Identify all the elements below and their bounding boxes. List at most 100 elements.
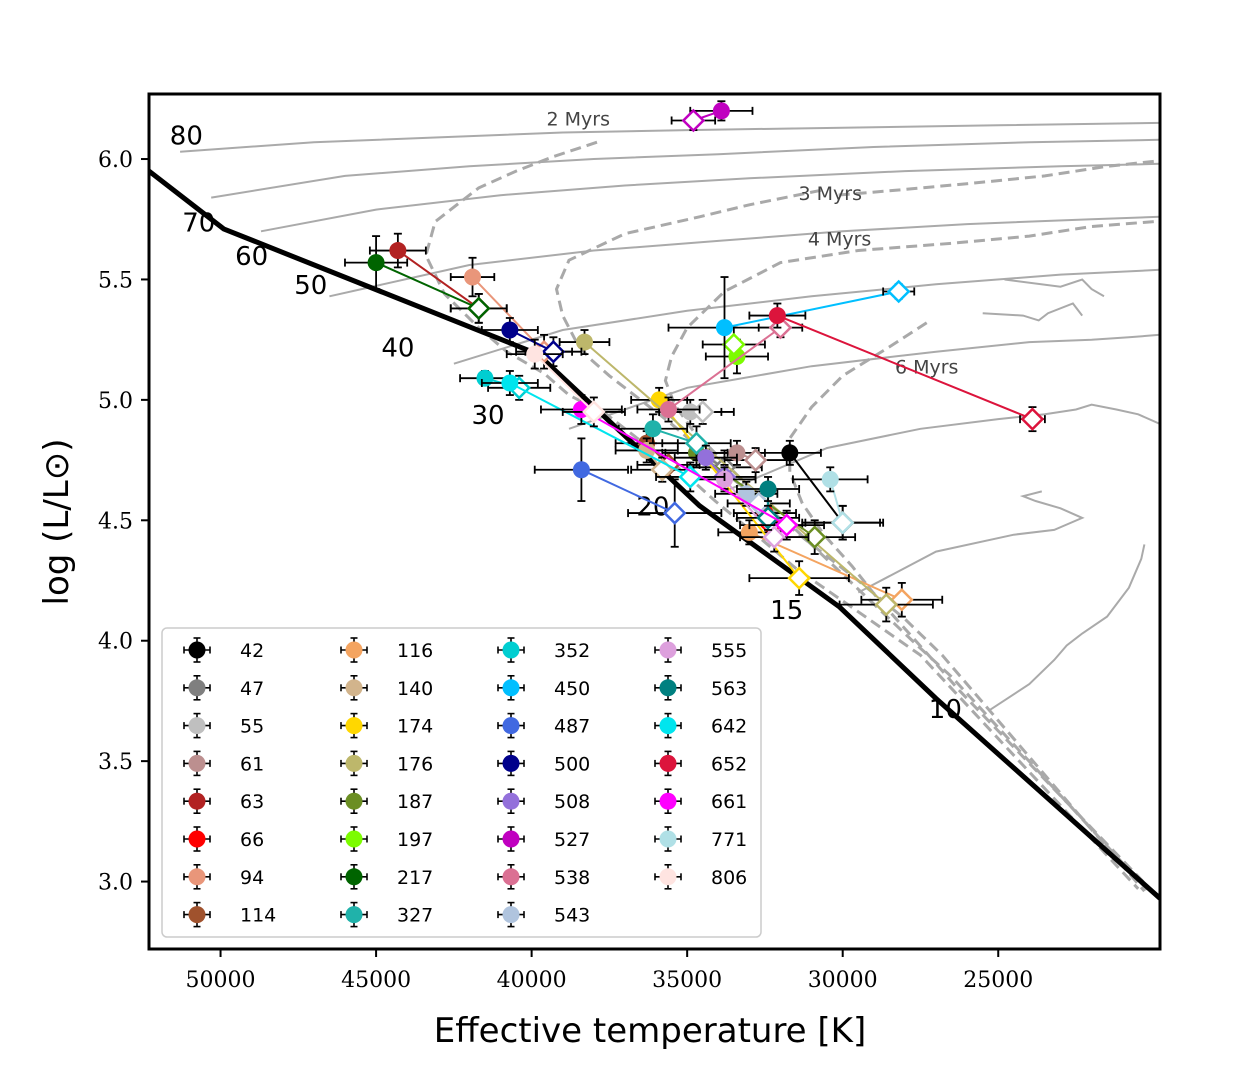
star-527 bbox=[670, 100, 754, 133]
isochrone-label: 6 Myrs bbox=[895, 356, 958, 378]
legend-label-114: 114 bbox=[240, 905, 276, 927]
legend-entry-555: 555 bbox=[654, 637, 747, 663]
legend-label-563: 563 bbox=[711, 678, 747, 700]
legend-label-543: 543 bbox=[554, 905, 590, 927]
star-point-55 bbox=[681, 403, 699, 421]
legend-label-217: 217 bbox=[397, 867, 433, 889]
legend-marker-771 bbox=[659, 830, 677, 848]
y-tick-label: 3.0 bbox=[98, 871, 133, 896]
star-point-327 bbox=[644, 420, 662, 438]
star-connector-487 bbox=[580, 468, 676, 514]
isochrone-2 bbox=[836, 159, 1154, 197]
star-point-642 bbox=[501, 374, 519, 392]
plot-frame bbox=[147, 92, 1162, 951]
legend-marker-538 bbox=[502, 868, 520, 886]
y-tick-label: 4.5 bbox=[98, 509, 133, 534]
legend-marker-327 bbox=[345, 906, 363, 924]
legend-marker-563 bbox=[659, 679, 677, 697]
legend-marker-661 bbox=[659, 792, 677, 810]
star-diamond-661 bbox=[774, 513, 799, 537]
x-tick-label: 35000 bbox=[652, 968, 722, 993]
legend-entry-806: 806 bbox=[654, 863, 747, 890]
star-point-652 bbox=[768, 307, 786, 325]
legend-label-527: 527 bbox=[554, 829, 590, 851]
legend-marker-500 bbox=[502, 754, 520, 772]
mass-label-30: 30 bbox=[472, 401, 505, 431]
star-642 bbox=[480, 370, 726, 493]
legend-label-66: 66 bbox=[240, 829, 264, 851]
legend-label-771: 771 bbox=[711, 829, 747, 851]
legend-label-174: 174 bbox=[397, 716, 433, 738]
star-diamond-327 bbox=[684, 431, 709, 455]
star-connector-642 bbox=[509, 382, 691, 478]
legend-label-508: 508 bbox=[554, 791, 590, 813]
star-point-176 bbox=[576, 333, 594, 351]
star-197 bbox=[701, 326, 769, 375]
legend-marker-176 bbox=[345, 754, 363, 772]
legend-entry-217: 217 bbox=[340, 863, 433, 890]
star-diamond-176 bbox=[874, 592, 899, 617]
legend-entry-66: 66 bbox=[183, 826, 264, 852]
isochrone-label: 2 Myrs bbox=[547, 108, 610, 130]
x-tick-label: 45000 bbox=[341, 968, 411, 993]
legend-marker-47 bbox=[188, 679, 206, 697]
star-point-771 bbox=[821, 470, 839, 488]
star-217 bbox=[344, 235, 508, 324]
legend-marker-114 bbox=[188, 906, 206, 924]
legend-entry-661: 661 bbox=[654, 788, 747, 815]
legend-label-450: 450 bbox=[554, 678, 590, 700]
legend-entry-55: 55 bbox=[183, 712, 264, 739]
legend-entry-94: 94 bbox=[183, 863, 264, 890]
star-500 bbox=[480, 317, 583, 368]
legend-marker-61 bbox=[188, 754, 206, 772]
isochrone-label: 3 Myrs bbox=[799, 183, 862, 205]
star-point-217 bbox=[367, 254, 385, 272]
evolutionary-track-6 bbox=[724, 403, 1160, 493]
legend-marker-94 bbox=[188, 868, 206, 886]
star-point-806 bbox=[526, 345, 544, 363]
evolutionary-track-7 bbox=[857, 490, 1085, 594]
legend-label-140: 140 bbox=[397, 678, 433, 700]
star-connector-63 bbox=[397, 249, 480, 310]
legend-entry-450: 450 bbox=[497, 674, 590, 701]
star-diamond-174 bbox=[787, 566, 811, 590]
legend-marker-555 bbox=[659, 641, 677, 659]
legend-entry-500: 500 bbox=[497, 750, 590, 777]
y-tick-label: 4.0 bbox=[98, 630, 133, 655]
x-tick-label: 25000 bbox=[963, 968, 1033, 993]
legend-entry-538: 538 bbox=[497, 863, 590, 890]
legend-marker-487 bbox=[502, 717, 520, 735]
evolutionary-track-3 bbox=[329, 215, 1160, 298]
zams-curve bbox=[149, 169, 1160, 901]
legend-marker-140 bbox=[345, 679, 363, 697]
legend-label-642: 642 bbox=[711, 716, 747, 738]
star-652 bbox=[748, 302, 1046, 433]
legend-label-94: 94 bbox=[240, 867, 264, 889]
star-563 bbox=[736, 476, 801, 531]
legend-entry-508: 508 bbox=[497, 788, 590, 815]
y-axis-title: log (L/L⊙) bbox=[37, 439, 77, 606]
star-diamond-806 bbox=[582, 400, 606, 424]
legend-label-187: 187 bbox=[397, 791, 433, 813]
isochrone-4 bbox=[788, 321, 1158, 898]
star-point-94 bbox=[464, 268, 482, 286]
legend-marker-42 bbox=[188, 641, 206, 659]
star-diamond-771 bbox=[830, 510, 855, 535]
mass-label-15: 15 bbox=[770, 596, 803, 626]
star-806 bbox=[505, 338, 626, 428]
evolutionary-track-0 bbox=[180, 121, 1160, 153]
axis-ticks: 50000 45000 40000 35000 30000 25000 3.0 3.5 4.0 4… bbox=[98, 148, 1033, 993]
y-tick-label: 5.0 bbox=[98, 389, 133, 414]
star-point-450 bbox=[715, 319, 733, 337]
legend-marker-352 bbox=[502, 641, 520, 659]
legend-entry-771: 771 bbox=[654, 826, 747, 852]
star-connector-176 bbox=[583, 341, 887, 606]
star-point-42 bbox=[781, 444, 799, 462]
legend-marker-806 bbox=[659, 868, 677, 886]
legend-marker-116 bbox=[345, 641, 363, 659]
star-140 bbox=[614, 437, 695, 483]
mass-label-50: 50 bbox=[294, 271, 327, 301]
star-point-508 bbox=[697, 449, 715, 467]
